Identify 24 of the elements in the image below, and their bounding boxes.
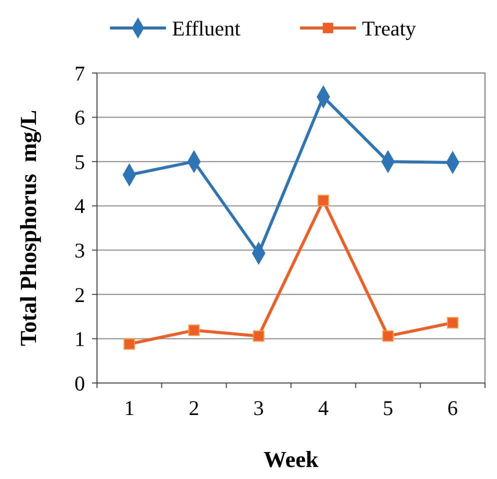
point xyxy=(446,317,458,329)
x-tick-label: 2 xyxy=(188,396,200,420)
y-tick-label: 1 xyxy=(74,327,85,352)
x-tick-label: 1 xyxy=(124,396,135,420)
y-tick-label: 0 xyxy=(74,371,85,396)
x-tick-label: 3 xyxy=(253,396,264,420)
point xyxy=(252,330,264,342)
y-axis-title: Total Phosphorus mg/L xyxy=(16,110,42,346)
y-tick-label: 7 xyxy=(74,61,85,86)
point xyxy=(318,194,330,206)
y-tick-label: 2 xyxy=(74,282,85,307)
y-tick-label: 3 xyxy=(74,238,85,262)
x-tick-label: 4 xyxy=(318,396,330,420)
y-tick-label: 4 xyxy=(74,194,86,218)
x-tick-label: 6 xyxy=(447,396,458,420)
point xyxy=(124,338,136,350)
y-tick-label: 5 xyxy=(74,150,85,174)
point xyxy=(188,324,200,336)
y-tick-label: 6 xyxy=(74,106,85,130)
legend-label: Effluent xyxy=(172,16,241,40)
x-axis-title: Week xyxy=(264,447,319,472)
legend-label: Treaty xyxy=(362,16,417,40)
point xyxy=(382,330,394,342)
x-tick-label: 5 xyxy=(382,396,394,420)
